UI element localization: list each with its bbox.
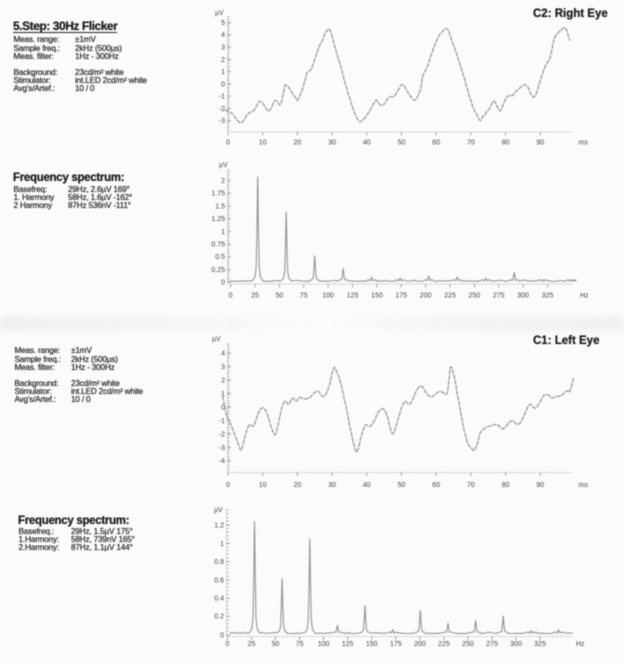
- svg-text:90: 90: [536, 482, 544, 489]
- svg-text:5: 5: [221, 20, 225, 27]
- svg-text:275: 275: [493, 293, 505, 300]
- svg-text:10: 10: [259, 482, 267, 489]
- svg-text:-4: -4: [219, 458, 225, 465]
- svg-text:125: 125: [342, 641, 354, 648]
- svg-text:0: 0: [229, 293, 233, 300]
- svg-text:0.25: 0.25: [211, 267, 225, 274]
- svg-text:200: 200: [414, 641, 426, 648]
- svg-text:40: 40: [363, 482, 371, 489]
- svg-text:0.2: 0.2: [214, 614, 224, 621]
- svg-text:10: 10: [259, 140, 267, 147]
- svg-text:1.25: 1.25: [211, 216, 225, 223]
- svg-text:-3: -3: [219, 118, 225, 125]
- svg-text:0.4: 0.4: [214, 596, 224, 603]
- svg-text:0: 0: [221, 81, 225, 88]
- svg-text:40: 40: [363, 140, 371, 147]
- svg-text:225: 225: [438, 641, 450, 648]
- svg-text:60: 60: [432, 140, 440, 147]
- svg-text:30: 30: [328, 482, 336, 489]
- svg-text:µV: µV: [212, 336, 221, 343]
- svg-text:75: 75: [296, 641, 304, 648]
- svg-text:25: 25: [248, 641, 256, 648]
- svg-text:20: 20: [294, 140, 302, 147]
- svg-text:60: 60: [432, 482, 440, 489]
- svg-text:20: 20: [294, 482, 302, 489]
- svg-text:3: 3: [221, 45, 225, 52]
- svg-text:ms: ms: [579, 482, 589, 489]
- svg-text:25: 25: [251, 293, 259, 300]
- svg-text:150: 150: [371, 293, 383, 300]
- svg-text:1: 1: [220, 541, 224, 548]
- svg-text:µV: µV: [214, 507, 223, 514]
- svg-text:1: 1: [221, 391, 225, 398]
- svg-text:250: 250: [469, 293, 481, 300]
- svg-text:0.8: 0.8: [214, 559, 224, 566]
- svg-text:µV: µV: [219, 162, 228, 169]
- svg-text:175: 175: [395, 293, 407, 300]
- svg-text:300: 300: [517, 293, 529, 300]
- svg-text:µV: µV: [215, 10, 224, 17]
- svg-text:80: 80: [502, 482, 510, 489]
- svg-text:70: 70: [467, 140, 475, 147]
- svg-text:150: 150: [366, 641, 378, 648]
- svg-text:200: 200: [420, 293, 432, 300]
- svg-text:80: 80: [502, 140, 510, 147]
- svg-text:2: 2: [221, 57, 225, 64]
- svg-text:0: 0: [226, 482, 230, 489]
- svg-text:4: 4: [221, 32, 225, 39]
- svg-text:50: 50: [398, 140, 406, 147]
- svg-text:30: 30: [328, 140, 336, 147]
- svg-text:0.6: 0.6: [214, 577, 224, 584]
- svg-text:Hz: Hz: [576, 641, 585, 648]
- svg-text:2: 2: [221, 378, 225, 385]
- svg-text:-2: -2: [219, 106, 225, 113]
- svg-text:0: 0: [221, 404, 225, 411]
- svg-text:175: 175: [390, 641, 402, 648]
- svg-text:70: 70: [467, 482, 475, 489]
- svg-text:Hz: Hz: [580, 293, 589, 300]
- svg-text:0.5: 0.5: [215, 254, 225, 261]
- svg-text:-2: -2: [219, 431, 225, 438]
- svg-text:1.5: 1.5: [215, 203, 225, 210]
- svg-text:1.75: 1.75: [211, 191, 225, 198]
- svg-text:50: 50: [398, 482, 406, 489]
- svg-text:275: 275: [486, 641, 498, 648]
- svg-text:75: 75: [300, 293, 308, 300]
- svg-text:1.2: 1.2: [214, 522, 224, 529]
- svg-text:90: 90: [536, 140, 544, 147]
- svg-text:ms: ms: [579, 140, 589, 147]
- svg-text:50: 50: [276, 293, 284, 300]
- svg-text:1: 1: [221, 69, 225, 76]
- svg-text:0: 0: [221, 280, 225, 287]
- svg-text:0: 0: [225, 641, 229, 648]
- svg-text:325: 325: [542, 293, 554, 300]
- svg-text:250: 250: [462, 641, 474, 648]
- svg-text:225: 225: [444, 293, 456, 300]
- svg-text:1: 1: [221, 229, 225, 236]
- svg-text:50: 50: [272, 641, 280, 648]
- svg-text:2: 2: [221, 178, 225, 185]
- svg-text:0.75: 0.75: [211, 242, 225, 249]
- svg-text:125: 125: [347, 293, 359, 300]
- svg-text:0: 0: [220, 633, 224, 640]
- svg-text:-1: -1: [219, 94, 225, 101]
- svg-text:0: 0: [226, 140, 230, 147]
- svg-text:4: 4: [221, 351, 225, 358]
- svg-text:100: 100: [318, 641, 330, 648]
- svg-text:325: 325: [534, 641, 546, 648]
- svg-text:100: 100: [322, 293, 334, 300]
- svg-text:300: 300: [510, 641, 522, 648]
- svg-text:-1: -1: [219, 418, 225, 425]
- svg-text:-3: -3: [219, 445, 225, 452]
- svg-text:3: 3: [221, 364, 225, 371]
